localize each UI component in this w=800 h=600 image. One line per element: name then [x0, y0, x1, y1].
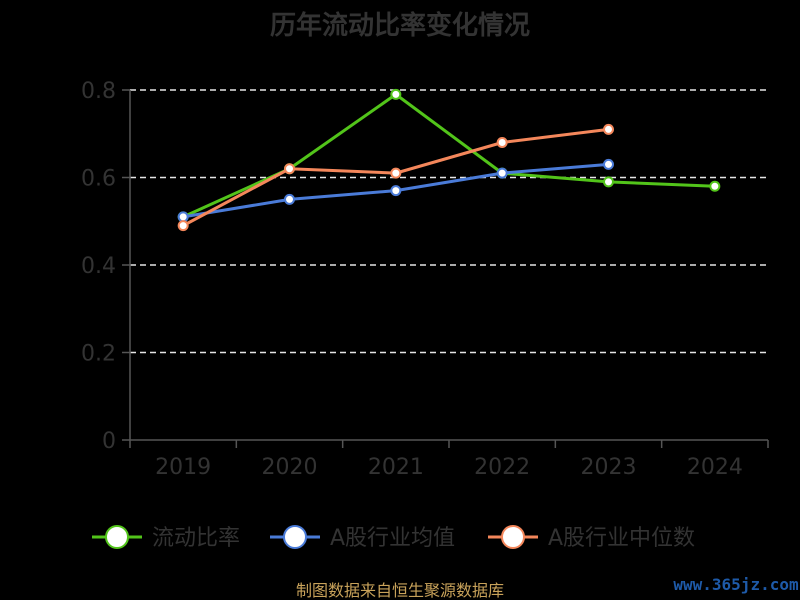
- data-point[interactable]: [177, 220, 189, 232]
- data-point[interactable]: [603, 158, 614, 170]
- x-tick-label: 2023: [581, 455, 637, 480]
- legend-marker: [501, 525, 525, 549]
- y-tick-label: 0.4: [81, 254, 116, 279]
- data-point[interactable]: [709, 180, 721, 192]
- x-tick-label: 2019: [155, 455, 211, 480]
- data-point[interactable]: [603, 176, 614, 188]
- legend[interactable]: 流动比率 A股行业均值 A股行业中位数: [92, 525, 695, 551]
- legend-marker: [105, 525, 129, 549]
- series-line-0: [182, 92, 715, 219]
- legend-label: 流动比率: [152, 526, 240, 551]
- data-point[interactable]: [390, 88, 402, 100]
- data-point[interactable]: [390, 167, 402, 179]
- series-group: [177, 88, 721, 232]
- x-tick-label: 2020: [262, 455, 318, 480]
- data-point[interactable]: [603, 123, 614, 135]
- data-point[interactable]: [496, 137, 508, 148]
- y-tick-label: 0.8: [81, 79, 116, 104]
- data-point[interactable]: [284, 163, 295, 175]
- y-axis: 0 0.2 0.4 0.6 0.8: [81, 79, 131, 454]
- legend-label: A股行业中位数: [548, 526, 695, 551]
- legend-item[interactable]: A股行业中位数: [488, 525, 695, 551]
- y-tick-label: 0.6: [81, 167, 116, 192]
- source-note: 制图数据来自恒生聚源数据库: [296, 581, 504, 600]
- legend-item[interactable]: A股行业均值: [270, 525, 455, 551]
- y-tick-label: 0.2: [81, 342, 116, 367]
- watermark: www.365jz.com: [673, 575, 799, 594]
- data-point[interactable]: [177, 211, 189, 223]
- grid-lines: [130, 89, 768, 354]
- x-tick-label: 2022: [474, 455, 530, 480]
- chart-title: 历年流动比率变化情况: [270, 10, 530, 41]
- legend-item[interactable]: 流动比率: [92, 525, 240, 551]
- x-tick-label: 2024: [687, 455, 743, 480]
- x-axis: 2019 2020 2021 2022 2023 2024: [129, 439, 769, 480]
- x-tick-label: 2021: [368, 455, 424, 480]
- y-tick-label: 0: [102, 429, 116, 454]
- data-point[interactable]: [496, 167, 508, 179]
- data-point[interactable]: [390, 185, 402, 197]
- legend-label: A股行业均值: [330, 526, 455, 551]
- legend-marker: [283, 525, 307, 549]
- data-point[interactable]: [284, 193, 295, 205]
